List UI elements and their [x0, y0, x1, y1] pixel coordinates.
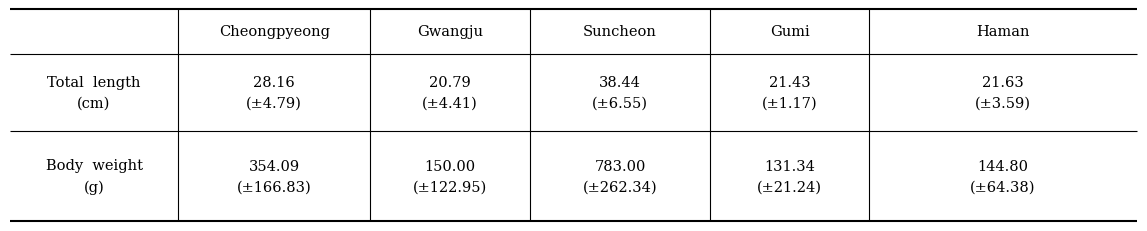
- Text: 20.79
(±4.41): 20.79 (±4.41): [422, 76, 478, 110]
- Text: Haman: Haman: [976, 25, 1030, 39]
- Text: 21.43
(±1.17): 21.43 (±1.17): [762, 76, 818, 110]
- Text: Suncheon: Suncheon: [583, 25, 657, 39]
- Text: 38.44
(±6.55): 38.44 (±6.55): [592, 76, 648, 110]
- Text: Gumi: Gumi: [770, 25, 810, 39]
- Text: 150.00
(±122.95): 150.00 (±122.95): [413, 159, 487, 194]
- Text: 783.00
(±262.34): 783.00 (±262.34): [583, 159, 657, 194]
- Text: 28.16
(±4.79): 28.16 (±4.79): [247, 76, 302, 110]
- Text: 21.63
(±3.59): 21.63 (±3.59): [975, 76, 1031, 110]
- Text: Gwangju: Gwangju: [418, 25, 483, 39]
- Text: Cheongpyeong: Cheongpyeong: [219, 25, 329, 39]
- Text: 144.80
(±64.38): 144.80 (±64.38): [970, 159, 1036, 194]
- Text: 354.09
(±166.83): 354.09 (±166.83): [236, 159, 312, 194]
- Text: Body  weight
(g): Body weight (g): [46, 159, 142, 194]
- Text: 131.34
(±21.24): 131.34 (±21.24): [757, 159, 822, 194]
- Text: Total  length
(cm): Total length (cm): [47, 76, 141, 110]
